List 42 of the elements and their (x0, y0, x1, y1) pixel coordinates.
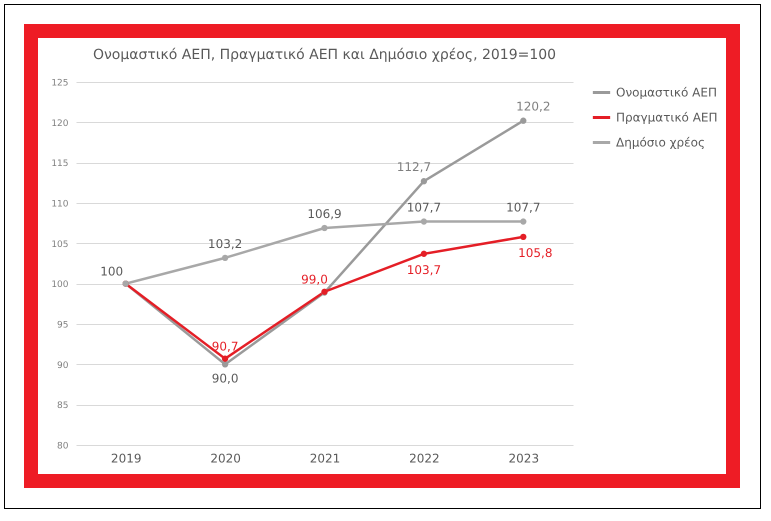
point (520, 118, 526, 124)
legend-label: Πραγματικό ΑΕΠ (616, 110, 718, 124)
y-tick-label: 85 (57, 401, 68, 412)
data-label: 100 (100, 264, 124, 279)
x-tick-label: 2022 (409, 452, 440, 466)
data-label: 112,7 (396, 160, 432, 174)
point (520, 218, 526, 225)
y-tick-label: 105 (51, 240, 68, 250)
data-label: 105,8 (518, 246, 552, 260)
y-tick-label: 125 (51, 78, 68, 88)
frame: 2019 2020 2021 2022 2023 80 85 90 95 100 105 110 115 120 125 100 90,0 112,7 120,2 90,7 99,0 103,7 105,8 103,2 106,9 107,7 107,7 Ονομαστικό ΑΕΠ Πραγματικό ΑΕΠ Δημόσιο χρέος Ονομαστικό ΑΕΠ, Πραγματικό ΑΕΠ και Δημόσιο χρέος, 2019=100 (24, 24, 740, 488)
point (222, 356, 228, 362)
data-label: 90,7 (212, 340, 238, 354)
y-tick-label: 90 (57, 360, 69, 371)
data-label: 103,2 (208, 236, 242, 251)
point (420, 250, 428, 257)
x-tick-label: 2023 (508, 452, 540, 466)
data-label: 120,2 (516, 100, 550, 114)
legend-label: Δημόσιο χρέος (616, 136, 706, 150)
y-tick-label: 80 (57, 442, 69, 452)
data-label: 106,9 (307, 207, 342, 222)
y-tick-label: 120 (51, 118, 69, 129)
legend-label: Ονομαστικό ΑΕΠ (616, 86, 717, 100)
point (321, 224, 328, 232)
data-label: 107,7 (506, 200, 540, 215)
y-tick-label: 115 (51, 159, 68, 170)
point (420, 178, 428, 184)
x-tick-label: 2021 (310, 452, 340, 466)
y-tick-label: 100 (51, 280, 69, 290)
point (420, 218, 428, 225)
chart-title: Ονομαστικό ΑΕΠ, Πραγματικό ΑΕΠ και Δημόσιο χρέος, 2019=100 (92, 47, 556, 63)
x-tick-label: 2019 (110, 452, 142, 466)
x-tick-label: 2020 (210, 452, 241, 466)
data-label: 90,0 (212, 371, 238, 386)
point (222, 254, 228, 262)
point (520, 234, 526, 240)
y-tick-label: 110 (51, 200, 69, 210)
data-label: 103,7 (406, 262, 442, 277)
point (222, 361, 228, 368)
y-tick-label: 95 (57, 320, 68, 330)
data-label: 99,0 (301, 272, 328, 287)
data-label: 107,7 (406, 200, 442, 215)
